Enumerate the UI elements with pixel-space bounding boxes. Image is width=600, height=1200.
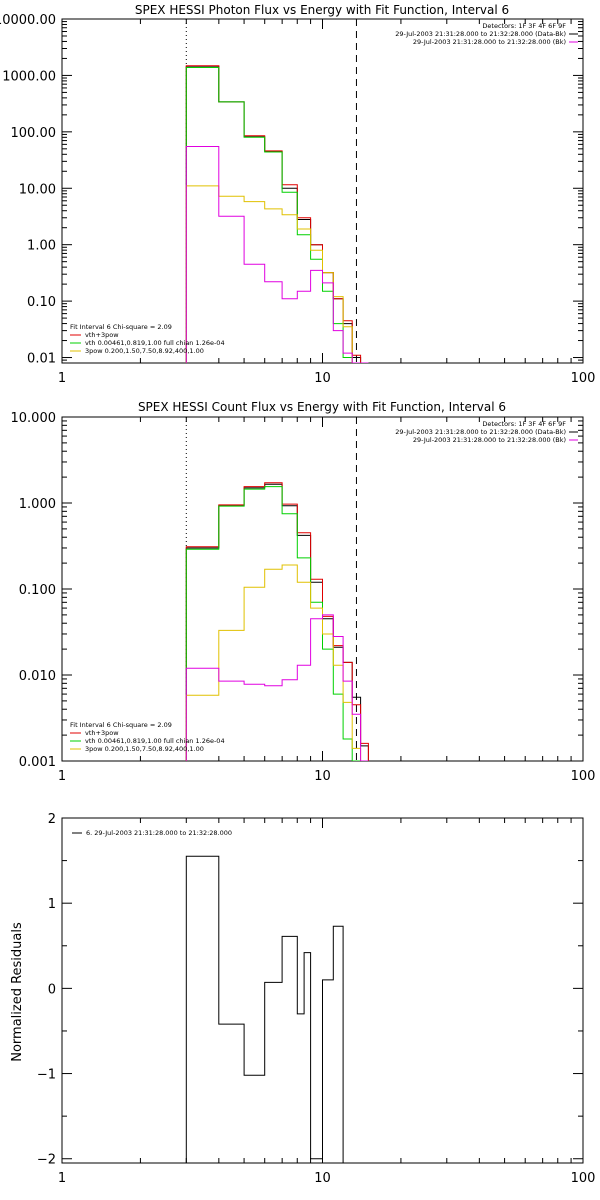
count-flux-panel: SPEX HESSI Count Flux vs Energy with Fit…: [11, 400, 596, 784]
x-tick-label: 10: [314, 1171, 331, 1186]
count-flux-series: [185, 482, 369, 761]
legend-entry: vth 0.00461,0.819,1.00 full chian 1.26e-…: [85, 339, 225, 347]
y-tick-label: −1: [37, 1068, 56, 1083]
residuals-series: [185, 855, 344, 1163]
info-line: 29-Jul-2003 21:31:28.000 to 21:32:28.000…: [395, 428, 566, 436]
x-tick-label: 10: [314, 371, 331, 386]
info-line: 29-Jul-2003 21:31:28.000 to 21:32:28.000…: [395, 30, 566, 38]
legend-entry: 6. 29-Jul-2003 21:31:28.000 to 21:32:28.…: [86, 829, 232, 837]
x-tick-label: 100: [571, 1171, 596, 1186]
residuals-annotations: 6. 29-Jul-2003 21:31:28.000 to 21:32:28.…: [72, 829, 232, 837]
y-tick-label: 2: [48, 812, 56, 827]
residuals-panel: Normalized Residuals 1 10 100 −2 −1 0 1 2 6. 29…: [10, 812, 595, 1186]
legend-entry: 3pow 0.200,1.50,7.50,8.92,400,1.00: [85, 347, 204, 355]
info-line: Detectors: 1F 3F 4F 6F 9F: [482, 22, 566, 30]
y-tick-label: 0.010: [19, 669, 56, 684]
y-tick-label: 1.00: [27, 239, 56, 254]
x-tick-label: 10: [314, 769, 331, 784]
info-line: 29-Jul-2003 21:31:28.000 to 21:32:28.000…: [413, 436, 566, 444]
legend-header: Fit Interval 6 Chi-square = 2.09: [70, 323, 172, 331]
x-tick-label: 100: [571, 769, 596, 784]
series-line-3: [185, 185, 369, 363]
legend-entry: vth+3pow: [85, 331, 119, 339]
x-tick-label: 1: [58, 371, 66, 386]
photon-flux-axes: 1 10 100 0.01 0.10 1.00 10.00 100.00 1000.00 1000…: [0, 13, 595, 386]
photon-flux-title: SPEX HESSI Photon Flux vs Energy with Fi…: [135, 3, 509, 17]
series-line-2: [185, 486, 369, 761]
series-line-0: [185, 855, 344, 1163]
x-tick-label: 1: [58, 1171, 66, 1186]
legend-entry: 3pow 0.200,1.50,7.50,8.92,400,1.00: [85, 745, 204, 753]
photon-flux-panel: SPEX HESSI Photon Flux vs Energy with Fi…: [0, 3, 595, 386]
series-line-4: [185, 146, 369, 363]
y-tick-label: 0: [48, 982, 56, 997]
residuals-axes: 1 10 100 −2 −1 0 1 2: [37, 812, 596, 1186]
legend-header: Fit Interval 6 Chi-square = 2.09: [70, 721, 172, 729]
y-tick-label: 10000.00: [0, 13, 56, 28]
info-line: 29-Jul-2003 21:31:28.000 to 21:32:28.000…: [413, 38, 566, 46]
series-line-2: [185, 67, 369, 363]
y-tick-label: 1.000: [19, 497, 56, 512]
x-tick-label: 1: [58, 769, 66, 784]
y-tick-label: 0.001: [19, 755, 56, 770]
y-tick-label: −2: [37, 1153, 56, 1168]
y-tick-label: 1: [48, 897, 56, 912]
photon-flux-series: [185, 65, 369, 363]
x-tick-label: 100: [571, 371, 596, 386]
count-flux-title: SPEX HESSI Count Flux vs Energy with Fit…: [138, 400, 506, 414]
y-tick-label: 0.100: [19, 583, 56, 598]
legend-entry: vth 0.00461,0.819,1.00 full chian 1.26e-…: [85, 737, 225, 745]
y-tick-label: 10.00: [19, 182, 56, 197]
y-tick-label: 0.01: [27, 352, 56, 367]
y-tick-label: 0.10: [27, 295, 56, 310]
residuals-y-axis-label: Normalized Residuals: [10, 922, 25, 1062]
y-tick-label: 100.00: [11, 126, 57, 141]
legend-entry: vth+3pow: [85, 729, 119, 737]
y-tick-label: 1000.00: [2, 69, 56, 84]
info-line: Detectors: 1F 3F 4F 6F 9F: [482, 420, 566, 428]
y-tick-label: 10.000: [11, 411, 57, 426]
series-line-4: [185, 614, 369, 761]
